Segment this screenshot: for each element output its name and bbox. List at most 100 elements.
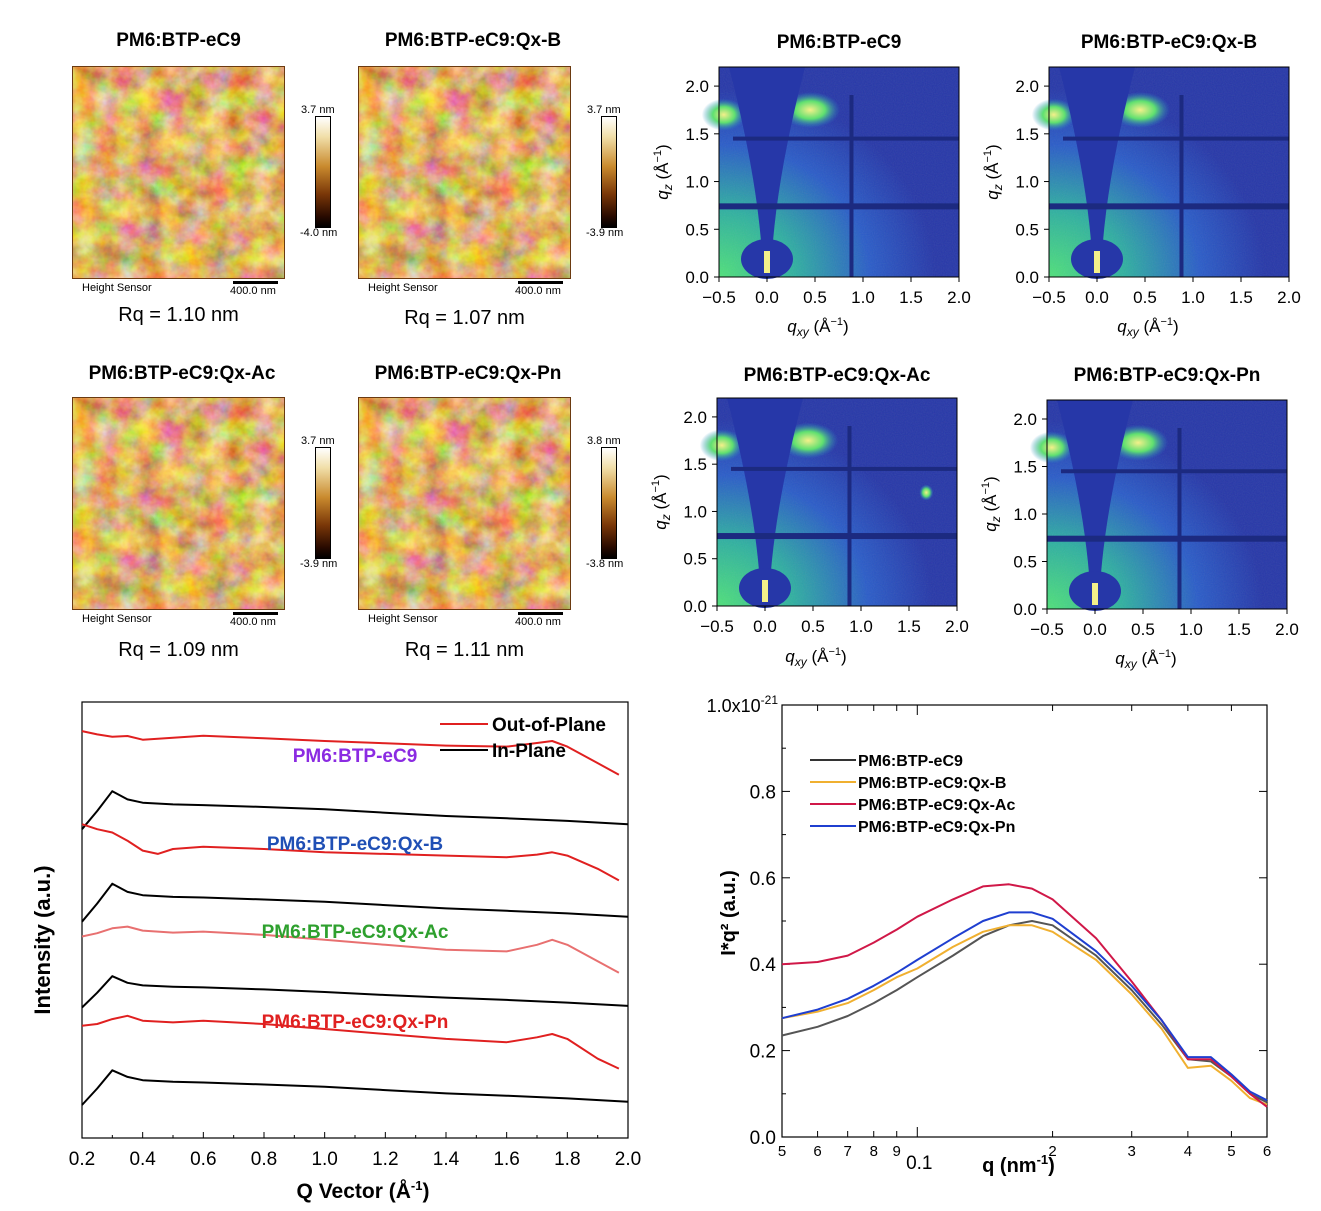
afm-title: PM6:BTP-eC9:Qx-Pn	[374, 363, 562, 384]
giwaxs-gap-v	[1179, 95, 1184, 277]
series-line	[781, 911, 1268, 1102]
afm-image	[358, 397, 571, 610]
afm-height-sensor-label: Height Sensor	[82, 282, 152, 294]
giwaxs-missing-wedge	[729, 67, 805, 277]
giwaxs-arc-left	[1029, 431, 1074, 464]
giwaxs-x-axis-label: qxy (Å−1)	[1115, 648, 1176, 671]
giwaxs-y-tick-label: 2.0	[685, 77, 709, 96]
giwaxs-x-tick-label: 2.0	[947, 288, 971, 307]
giwaxs-x-tick-label: 2.0	[1275, 620, 1299, 639]
giwaxs-gap-h	[717, 533, 957, 540]
legend-label: In-Plane	[492, 741, 566, 762]
giwaxs-x-tick-label: 0.0	[753, 617, 777, 636]
afm-title: PM6:BTP-eC9	[116, 30, 241, 51]
giwaxs-x-tick-label: 1.0	[1179, 620, 1203, 639]
afm-colorbar-max: 3.7 nm	[301, 104, 335, 116]
giwaxs-gap-v	[847, 426, 852, 606]
giwaxs-gap-h	[731, 466, 957, 471]
y-tick-label: 0.8	[750, 782, 776, 803]
x-tick-label: 1.0	[311, 1149, 337, 1170]
giwaxs-y-tick-label: 0.5	[683, 550, 707, 569]
giwaxs-x-tick-label: 0.5	[801, 617, 825, 636]
x-tick-label: 1.8	[554, 1149, 580, 1170]
giwaxs-missing-wedge	[1057, 400, 1133, 609]
afm-scale-bar-label: 400.0 nm	[230, 616, 276, 628]
afm-rq-value: Rq = 1.07 nm	[404, 307, 525, 329]
afm-colorbar	[601, 116, 617, 228]
x-tick-label: 2	[1048, 1143, 1056, 1160]
rsoxs-chart: 5 6 7 8 9 2 3 4 5 6 0.1 0.0 0.2 0.4 0.6 0.8 1.0x10-21 q (…	[707, 693, 1272, 1177]
series-line	[81, 790, 629, 830]
x-axis-label: q (nm-1)	[982, 1152, 1055, 1177]
sample-label: PM6:BTP-eC9:Qx-B	[267, 834, 443, 855]
giwaxs-y-tick-label: 1.0	[1013, 505, 1037, 524]
giwaxs-y-tick-label: 2.0	[1013, 410, 1037, 429]
x-tick-label: 7	[844, 1143, 852, 1160]
giwaxs-arc-left	[701, 98, 746, 131]
giwaxs-y-tick-label: 0.0	[685, 268, 709, 287]
x-tick-label: 6	[1263, 1143, 1271, 1160]
giwaxs-x-tick-label: −0.5	[702, 288, 736, 307]
afm-height-sensor-label: Height Sensor	[368, 613, 438, 625]
giwaxs-gap-h	[1061, 469, 1287, 474]
afm-scale-bar	[233, 281, 278, 284]
giwaxs-y-tick-label: 1.0	[683, 502, 707, 521]
giwaxs-y-tick-label: 2.0	[683, 408, 707, 427]
giwaxs-title: PM6:BTP-eC9:Qx-Pn	[1073, 365, 1261, 386]
giwaxs-x-tick-label: 1.5	[897, 617, 921, 636]
giwaxs-y-axis-label: qz (Å−1)	[980, 476, 1003, 531]
giwaxs-y-tick-label: 1.0	[685, 173, 709, 192]
afm-scale-bar-label: 400.0 nm	[230, 285, 276, 297]
x-tick-label: 4	[1184, 1143, 1192, 1160]
afm-colorbar-min: -3.9 nm	[586, 227, 624, 239]
giwaxs-y-tick-label: 0.0	[1015, 268, 1039, 287]
giwaxs-y-axis-label: qz (Å−1)	[982, 144, 1005, 199]
giwaxs-frame	[1048, 66, 1290, 278]
giwaxs-x-tick-label: −0.5	[700, 617, 734, 636]
afm-scale-bar	[518, 281, 563, 284]
giwaxs-y-tick-label: 1.5	[683, 455, 707, 474]
giwaxs-frame	[716, 397, 958, 607]
x-tick-label: 5	[778, 1143, 786, 1160]
giwaxs-x-tick-label: 0.5	[803, 288, 827, 307]
giwaxs-y-tick-label: 1.5	[1013, 458, 1037, 477]
afm-colorbar-max: 3.7 nm	[301, 435, 335, 447]
giwaxs-y-tick-label: 0.0	[683, 597, 707, 616]
sample-label: PM6:BTP-eC9:Qx-Pn	[262, 1012, 449, 1033]
giwaxs-missing-wedge	[727, 398, 803, 606]
y-tick-label: 0.2	[750, 1042, 776, 1063]
giwaxs-x-tick-label: 1.0	[1181, 288, 1205, 307]
series-line	[81, 823, 620, 882]
series-line	[81, 730, 620, 776]
legend-label: PM6:BTP-eC9:Qx-B	[858, 775, 1006, 792]
x-tick-label: 0.8	[251, 1149, 277, 1170]
x-axis-label: Q Vector (Å-1)	[297, 1178, 430, 1203]
sample-label: PM6:BTP-eC9	[293, 746, 418, 767]
afm-image	[72, 397, 285, 610]
giwaxs-x-axis-label: qxy (Å−1)	[1117, 316, 1178, 339]
giwaxs-y-tick-label: 2.0	[1015, 77, 1039, 96]
giwaxs-y-tick-label: 0.5	[1013, 553, 1037, 572]
y-tick-label: 0.0	[750, 1128, 776, 1149]
afm-colorbar-max: 3.7 nm	[587, 104, 621, 116]
afm-colorbar	[315, 447, 331, 559]
giwaxs-gap-h	[1047, 535, 1287, 542]
giwaxs-frame	[718, 66, 960, 278]
giwaxs-x-axis-label: qxy (Å−1)	[785, 646, 846, 669]
series-line	[781, 924, 1268, 1106]
giwaxs-x-tick-label: 2.0	[945, 617, 969, 636]
giwaxs-y-tick-label: 1.5	[1015, 125, 1039, 144]
x-tick-label: 0.4	[129, 1149, 156, 1170]
giwaxs-x-tick-label: −0.5	[1030, 620, 1064, 639]
afm-image	[72, 66, 285, 279]
afm-image	[358, 66, 571, 279]
x-major-tick-label: 0.1	[906, 1153, 932, 1174]
giwaxs-x-tick-label: 0.0	[1083, 620, 1107, 639]
y-tick-label: 0.6	[750, 869, 776, 890]
giwaxs-y-tick-label: 0.5	[685, 220, 709, 239]
afm-scale-bar-label: 400.0 nm	[515, 285, 561, 297]
giwaxs-gap-h	[719, 203, 959, 210]
giwaxs-x-tick-label: 0.0	[755, 288, 779, 307]
x-tick-label: 3	[1128, 1143, 1136, 1160]
